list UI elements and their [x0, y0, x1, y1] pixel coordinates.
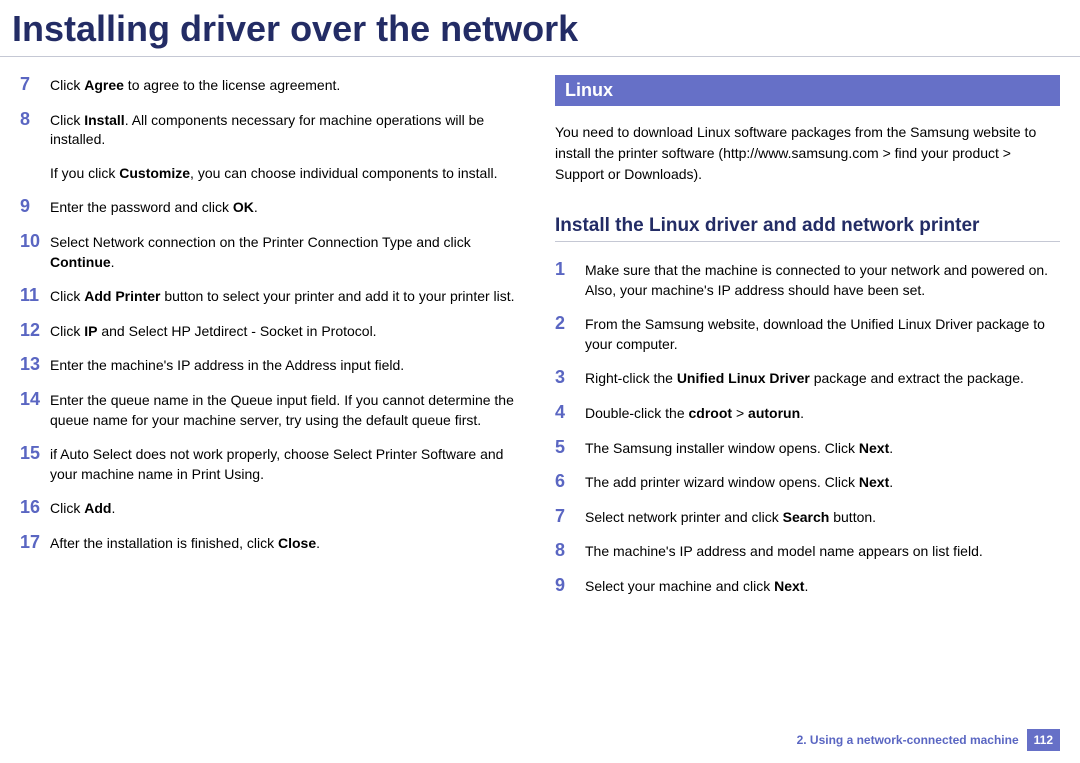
linux-intro: You need to download Linux software pack… [555, 122, 1060, 185]
step-number: 15 [20, 444, 50, 464]
step-number: 4 [555, 403, 585, 423]
right-step: 1Make sure that the machine is connected… [555, 260, 1060, 300]
step-text: Make sure that the machine is connected … [585, 260, 1060, 300]
left-step: 12Click IP and Select HP Jetdirect - Soc… [20, 321, 525, 342]
page-title: Installing driver over the network [0, 0, 1080, 57]
subsection-title: Install the Linux driver and add network… [555, 215, 1060, 242]
left-step: 13Enter the machine's IP address in the … [20, 355, 525, 376]
left-step: 8Click Install. All components necessary… [20, 110, 525, 150]
step-text: Click Install. All components necessary … [50, 110, 525, 150]
left-step: 15if Auto Select does not work properly,… [20, 444, 525, 484]
left-step: 14Enter the queue name in the Queue inpu… [20, 390, 525, 430]
step-number: 13 [20, 355, 50, 375]
left-step: 10Select Network connection on the Print… [20, 232, 525, 272]
step-text: Enter the password and click OK. [50, 197, 525, 218]
step-number: 14 [20, 390, 50, 410]
right-step: 6The add printer wizard window opens. Cl… [555, 472, 1060, 493]
step-text: Click IP and Select HP Jetdirect - Socke… [50, 321, 525, 342]
step-text: Select network printer and click Search … [585, 507, 1060, 528]
left-step: 16Click Add. [20, 498, 525, 519]
page-number-badge: 112 [1027, 729, 1060, 751]
step-text: Double-click the cdroot > autorun. [585, 403, 1060, 424]
step-number: 3 [555, 368, 585, 388]
step-number: 6 [555, 472, 585, 492]
step-text: Click Add Printer button to select your … [50, 286, 525, 307]
step-text: From the Samsung website, download the U… [585, 314, 1060, 354]
step-text: if Auto Select does not work properly, c… [50, 444, 525, 484]
right-step: 3Right-click the Unified Linux Driver pa… [555, 368, 1060, 389]
step-text: Enter the machine's IP address in the Ad… [50, 355, 525, 376]
footer-chapter: 2. Using a network-connected machine [797, 733, 1019, 747]
left-column: 7Click Agree to agree to the license agr… [20, 75, 525, 611]
section-bar-linux: Linux [555, 75, 1060, 106]
right-steps: 1Make sure that the machine is connected… [555, 260, 1060, 597]
step-number: 2 [555, 314, 585, 334]
step-number: 12 [20, 321, 50, 341]
step-text: After the installation is finished, clic… [50, 533, 525, 554]
step-number: 9 [20, 197, 50, 217]
left-step: 17After the installation is finished, cl… [20, 533, 525, 554]
step-text: Enter the queue name in the Queue input … [50, 390, 525, 430]
step-number: 9 [555, 576, 585, 596]
step-text: The add printer wizard window opens. Cli… [585, 472, 1060, 493]
step-number: 7 [555, 507, 585, 527]
step-number: 1 [555, 260, 585, 280]
step-number: 17 [20, 533, 50, 553]
step-number: 16 [20, 498, 50, 518]
right-step: 9Select your machine and click Next. [555, 576, 1060, 597]
right-step: 2From the Samsung website, download the … [555, 314, 1060, 354]
left-step: 9Enter the password and click OK. [20, 197, 525, 218]
left-step: 11Click Add Printer button to select you… [20, 286, 525, 307]
step-text: Click Agree to agree to the license agre… [50, 75, 525, 96]
step-text: Right-click the Unified Linux Driver pac… [585, 368, 1060, 389]
step-number: 5 [555, 438, 585, 458]
step-text: Select your machine and click Next. [585, 576, 1060, 597]
step-number: 8 [555, 541, 585, 561]
step-number: 7 [20, 75, 50, 95]
step-text: Click Add. [50, 498, 525, 519]
right-step: 8The machine's IP address and model name… [555, 541, 1060, 562]
step-text: The machine's IP address and model name … [585, 541, 1060, 562]
right-step: 7Select network printer and click Search… [555, 507, 1060, 528]
step-text: The Samsung installer window opens. Clic… [585, 438, 1060, 459]
right-column: Linux You need to download Linux softwar… [555, 75, 1060, 611]
step-number: 10 [20, 232, 50, 252]
content-area: 7Click Agree to agree to the license agr… [0, 57, 1080, 611]
step-number: 11 [20, 286, 50, 306]
right-step: 4Double-click the cdroot > autorun. [555, 403, 1060, 424]
page-footer: 2. Using a network-connected machine 112 [797, 729, 1060, 751]
left-step: 7Click Agree to agree to the license agr… [20, 75, 525, 96]
left-note: If you click Customize, you can choose i… [50, 164, 525, 184]
step-number: 8 [20, 110, 50, 130]
step-text: Select Network connection on the Printer… [50, 232, 525, 272]
right-step: 5The Samsung installer window opens. Cli… [555, 438, 1060, 459]
